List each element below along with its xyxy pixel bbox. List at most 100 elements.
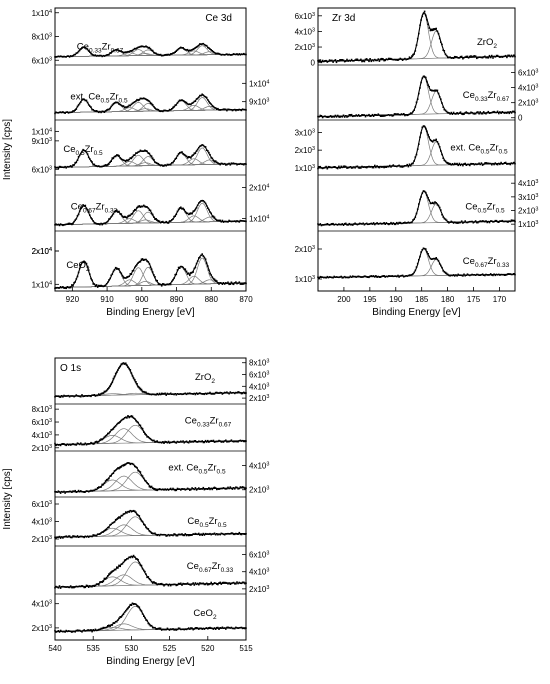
data-point — [121, 418, 124, 421]
data-point — [361, 60, 363, 63]
data-point — [120, 272, 123, 275]
data-point — [167, 440, 170, 443]
panel-zr-3d: Zr 3d02x1034x1036x103ZrO202x1034x1036x10… — [295, 7, 538, 318]
data-point — [358, 222, 361, 225]
data-point — [202, 582, 205, 585]
data-point — [143, 523, 145, 526]
data-point — [232, 533, 235, 536]
data-point — [167, 163, 170, 166]
data-point — [448, 274, 450, 277]
data-point — [58, 535, 61, 538]
data-point — [76, 442, 79, 444]
x-axis-label: Binding Energy [eV] — [106, 307, 195, 318]
data-point — [244, 108, 246, 111]
data-point — [150, 155, 153, 157]
data-point — [103, 626, 106, 629]
sample-label: CeO2 — [66, 260, 90, 273]
data-point — [380, 115, 383, 117]
data-point — [176, 440, 179, 443]
data-point — [481, 164, 484, 166]
data-point — [201, 144, 203, 146]
data-point — [134, 154, 136, 156]
data-point — [89, 105, 91, 107]
data-point — [471, 273, 473, 276]
data-point — [451, 274, 454, 277]
data-point — [154, 488, 156, 491]
data-point — [94, 488, 97, 491]
data-point — [63, 224, 65, 226]
data-point — [80, 207, 82, 209]
data-point — [223, 391, 226, 394]
data-point — [203, 441, 206, 444]
data-point — [100, 486, 102, 488]
data-point — [228, 440, 230, 443]
data-point — [103, 436, 106, 438]
data-point — [403, 275, 405, 278]
data-point — [370, 60, 373, 63]
panel-title: Zr 3d — [332, 13, 355, 24]
data-point — [323, 167, 325, 169]
data-point — [90, 106, 92, 108]
data-point — [66, 536, 69, 538]
data-point — [208, 151, 210, 154]
data-point — [396, 275, 398, 278]
data-point — [387, 114, 390, 116]
data-point — [211, 276, 214, 278]
data-point — [500, 161, 502, 164]
data-point — [104, 578, 107, 580]
data-point — [474, 274, 477, 276]
data-point — [198, 392, 200, 395]
data-point — [340, 115, 342, 118]
data-point — [459, 221, 462, 224]
data-point — [228, 626, 230, 629]
data-point — [338, 116, 340, 118]
data-point — [196, 204, 199, 207]
data-point — [205, 441, 208, 443]
data-point — [209, 488, 211, 491]
data-point — [186, 48, 189, 51]
data-point — [151, 104, 154, 106]
data-point — [91, 161, 93, 163]
data-point — [478, 162, 480, 165]
data-point — [191, 487, 193, 489]
data-point — [95, 110, 98, 112]
data-point — [201, 393, 203, 395]
data-point — [238, 440, 241, 442]
data-point — [65, 586, 67, 588]
data-point — [172, 534, 174, 537]
data-point — [190, 627, 192, 629]
data-point — [114, 155, 117, 158]
data-point — [90, 52, 92, 55]
data-point — [63, 630, 65, 633]
data-point — [396, 165, 398, 168]
data-point — [413, 218, 415, 220]
data-point — [67, 222, 70, 225]
data-point — [146, 392, 148, 395]
data-point — [101, 165, 103, 168]
data-point — [74, 161, 76, 164]
data-point — [453, 275, 456, 277]
data-point — [221, 487, 224, 490]
data-point — [184, 441, 187, 443]
data-point — [99, 628, 101, 631]
data-point — [486, 274, 488, 276]
data-point — [128, 50, 130, 53]
data-point — [205, 627, 208, 629]
data-point — [160, 392, 163, 395]
data-point — [216, 626, 218, 629]
data-point — [104, 110, 107, 112]
data-point — [120, 213, 123, 215]
data-point — [436, 30, 439, 33]
data-point — [473, 221, 476, 223]
data-point — [153, 581, 155, 583]
data-point — [219, 53, 221, 56]
data-point — [208, 100, 210, 103]
data-point — [200, 533, 202, 535]
data-point — [144, 524, 146, 526]
data-point — [414, 216, 417, 219]
data-point — [187, 441, 190, 444]
data-point — [423, 10, 426, 13]
data-point — [513, 54, 515, 57]
data-point — [472, 55, 475, 58]
